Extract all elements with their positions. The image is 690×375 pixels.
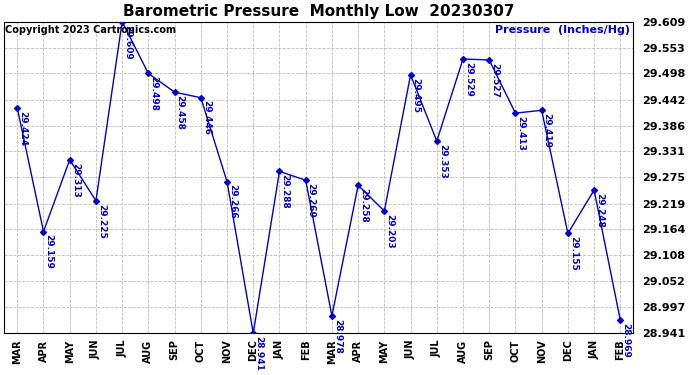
- Text: 28.941: 28.941: [255, 336, 264, 371]
- Text: 29.313: 29.313: [71, 162, 80, 197]
- Text: 29.527: 29.527: [491, 63, 500, 98]
- Text: 29.413: 29.413: [517, 116, 526, 151]
- Text: 28.969: 28.969: [622, 323, 631, 358]
- Text: Pressure  (Inches/Hg): Pressure (Inches/Hg): [495, 25, 630, 35]
- Text: 29.288: 29.288: [281, 174, 290, 209]
- Text: 29.159: 29.159: [45, 234, 54, 269]
- Text: Copyright 2023 Cartronics.com: Copyright 2023 Cartronics.com: [6, 25, 177, 35]
- Text: 29.424: 29.424: [19, 111, 28, 146]
- Text: 29.353: 29.353: [438, 144, 447, 178]
- Text: 29.498: 29.498: [150, 76, 159, 111]
- Text: 29.458: 29.458: [176, 95, 185, 130]
- Text: 29.155: 29.155: [569, 236, 578, 271]
- Text: 29.225: 29.225: [97, 204, 106, 238]
- Text: 29.203: 29.203: [386, 214, 395, 248]
- Text: 29.269: 29.269: [307, 183, 316, 218]
- Text: 29.248: 29.248: [595, 193, 604, 228]
- Text: 29.419: 29.419: [543, 113, 552, 148]
- Text: 29.609: 29.609: [124, 24, 132, 59]
- Text: 29.529: 29.529: [464, 62, 473, 97]
- Text: 29.446: 29.446: [202, 100, 211, 135]
- Text: 29.258: 29.258: [359, 188, 368, 223]
- Text: 28.978: 28.978: [333, 319, 342, 354]
- Title: Barometric Pressure  Monthly Low  20230307: Barometric Pressure Monthly Low 20230307: [123, 4, 515, 19]
- Text: 29.495: 29.495: [412, 78, 421, 112]
- Text: 29.266: 29.266: [228, 184, 237, 219]
